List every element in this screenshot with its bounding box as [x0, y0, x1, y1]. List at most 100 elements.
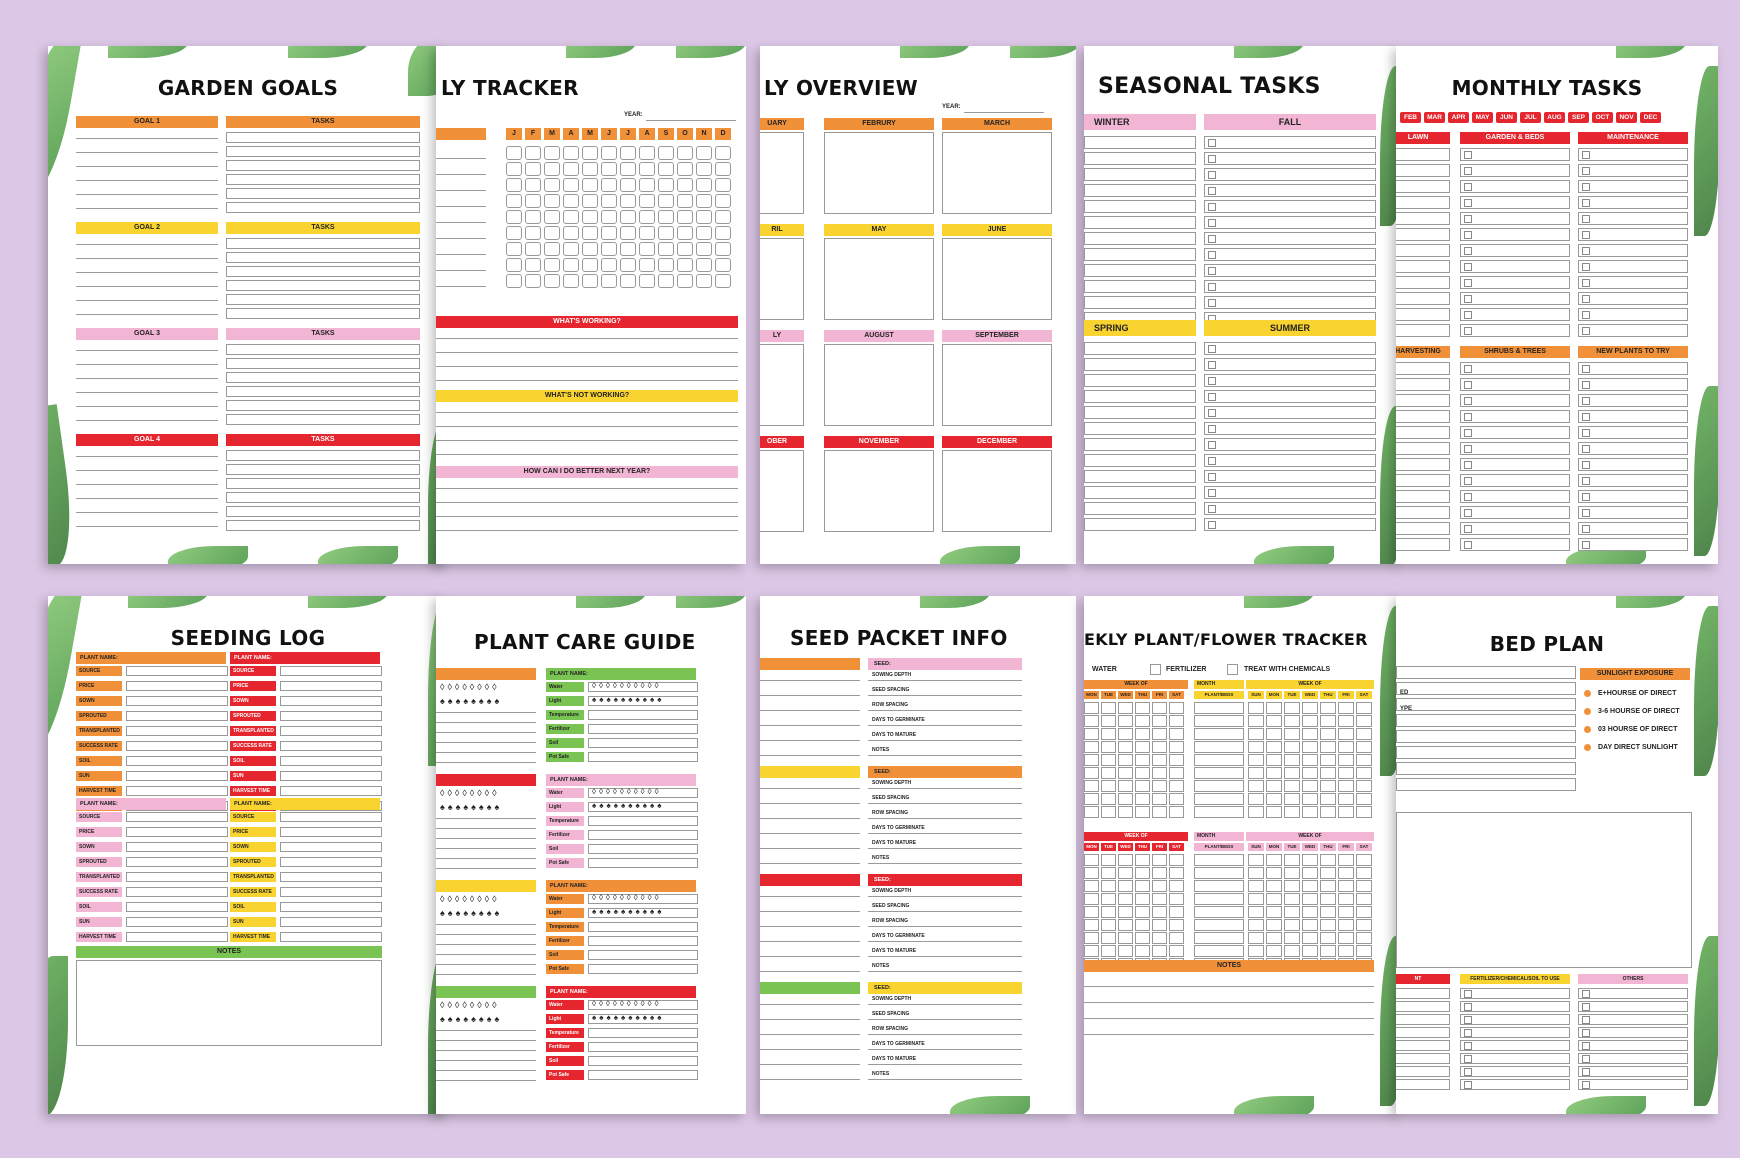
- day-cell[interactable]: [1266, 741, 1282, 753]
- task-box[interactable]: [1396, 410, 1450, 423]
- task-box[interactable]: [1396, 164, 1450, 177]
- tracker-cell[interactable]: [639, 146, 655, 160]
- task-box[interactable]: [1204, 470, 1376, 483]
- list-box[interactable]: [1578, 1040, 1688, 1051]
- task-checkbox[interactable]: [1464, 445, 1472, 453]
- tracker-cell[interactable]: [620, 178, 636, 192]
- day-cell[interactable]: [1101, 793, 1116, 805]
- task-box[interactable]: [226, 280, 420, 291]
- field-input[interactable]: [280, 771, 382, 781]
- list-checkbox[interactable]: [1464, 1029, 1472, 1037]
- list-checkbox[interactable]: [1582, 1055, 1590, 1063]
- fertilizer-checkbox[interactable]: [1150, 664, 1161, 675]
- day-cell[interactable]: [1320, 806, 1336, 818]
- month-box[interactable]: [824, 450, 934, 532]
- task-box[interactable]: [226, 386, 420, 397]
- task-checkbox[interactable]: [1208, 377, 1216, 385]
- day-cell[interactable]: [1266, 702, 1282, 714]
- task-checkbox[interactable]: [1464, 199, 1472, 207]
- day-cell[interactable]: [1169, 728, 1184, 740]
- plant-cell[interactable]: [1194, 728, 1244, 740]
- task-checkbox[interactable]: [1208, 235, 1216, 243]
- day-cell[interactable]: [1248, 780, 1264, 792]
- field-input[interactable]: [280, 741, 382, 751]
- day-cell[interactable]: [1118, 854, 1133, 866]
- field-input[interactable]: [126, 786, 228, 796]
- tracker-cell[interactable]: [601, 178, 617, 192]
- plant-cell[interactable]: [1194, 880, 1244, 892]
- day-cell[interactable]: [1118, 780, 1133, 792]
- task-checkbox[interactable]: [1582, 413, 1590, 421]
- month-chip[interactable]: MAR: [1424, 112, 1445, 123]
- tracker-cell[interactable]: [563, 162, 579, 176]
- list-box[interactable]: [1578, 1079, 1688, 1090]
- tracker-cell[interactable]: [563, 258, 579, 272]
- task-checkbox[interactable]: [1582, 263, 1590, 271]
- month-box[interactable]: [942, 344, 1052, 426]
- day-cell[interactable]: [1356, 854, 1372, 866]
- task-box[interactable]: [226, 450, 420, 461]
- task-box[interactable]: [1084, 280, 1196, 293]
- day-cell[interactable]: [1302, 867, 1318, 879]
- tracker-cell[interactable]: [601, 242, 617, 256]
- day-cell[interactable]: [1169, 867, 1184, 879]
- day-cell[interactable]: [1266, 893, 1282, 905]
- day-cell[interactable]: [1320, 906, 1336, 918]
- day-cell[interactable]: [1248, 867, 1264, 879]
- plant-cell[interactable]: [1194, 945, 1244, 957]
- list-box[interactable]: [1460, 988, 1570, 999]
- care-field-input[interactable]: [588, 844, 698, 854]
- task-checkbox[interactable]: [1464, 215, 1472, 223]
- tracker-cell[interactable]: [639, 178, 655, 192]
- tracker-cell[interactable]: [620, 226, 636, 240]
- day-cell[interactable]: [1284, 728, 1300, 740]
- day-cell[interactable]: [1169, 932, 1184, 944]
- task-checkbox[interactable]: [1208, 219, 1216, 227]
- day-cell[interactable]: [1135, 906, 1150, 918]
- day-cell[interactable]: [1169, 702, 1184, 714]
- month-box[interactable]: [942, 450, 1052, 532]
- tracker-cell[interactable]: [677, 194, 693, 208]
- task-box[interactable]: [226, 414, 420, 425]
- tracker-cell[interactable]: [677, 178, 693, 192]
- field-input[interactable]: [280, 666, 382, 676]
- task-checkbox[interactable]: [1582, 397, 1590, 405]
- task-checkbox[interactable]: [1582, 167, 1590, 175]
- tracker-cell[interactable]: [506, 210, 522, 224]
- care-field-input[interactable]: [588, 682, 698, 692]
- list-checkbox[interactable]: [1464, 990, 1472, 998]
- day-cell[interactable]: [1320, 893, 1336, 905]
- day-cell[interactable]: [1320, 880, 1336, 892]
- task-box[interactable]: [1084, 232, 1196, 245]
- list-box[interactable]: [1396, 1040, 1450, 1051]
- day-cell[interactable]: [1135, 919, 1150, 931]
- day-cell[interactable]: [1248, 767, 1264, 779]
- field-input[interactable]: [280, 726, 382, 736]
- task-checkbox[interactable]: [1582, 429, 1590, 437]
- task-box[interactable]: [1578, 148, 1688, 161]
- tracker-cell[interactable]: [582, 178, 598, 192]
- task-box[interactable]: [1084, 390, 1196, 403]
- day-cell[interactable]: [1320, 793, 1336, 805]
- tracker-cell[interactable]: [696, 178, 712, 192]
- day-cell[interactable]: [1266, 767, 1282, 779]
- list-checkbox[interactable]: [1464, 1016, 1472, 1024]
- bed-field[interactable]: [1396, 698, 1576, 711]
- day-cell[interactable]: [1338, 754, 1354, 766]
- month-chip[interactable]: AUG: [1544, 112, 1565, 123]
- day-cell[interactable]: [1266, 715, 1282, 727]
- task-box[interactable]: [1578, 228, 1688, 241]
- task-box[interactable]: [1084, 470, 1196, 483]
- task-checkbox[interactable]: [1582, 525, 1590, 533]
- day-cell[interactable]: [1302, 906, 1318, 918]
- task-checkbox[interactable]: [1208, 505, 1216, 513]
- field-input[interactable]: [126, 812, 228, 822]
- chemicals-checkbox[interactable]: [1227, 664, 1238, 675]
- task-box[interactable]: [226, 400, 420, 411]
- list-box[interactable]: [1460, 1001, 1570, 1012]
- day-cell[interactable]: [1135, 741, 1150, 753]
- list-box[interactable]: [1460, 1027, 1570, 1038]
- day-cell[interactable]: [1302, 919, 1318, 931]
- task-box[interactable]: [1460, 506, 1570, 519]
- tracker-cell[interactable]: [563, 242, 579, 256]
